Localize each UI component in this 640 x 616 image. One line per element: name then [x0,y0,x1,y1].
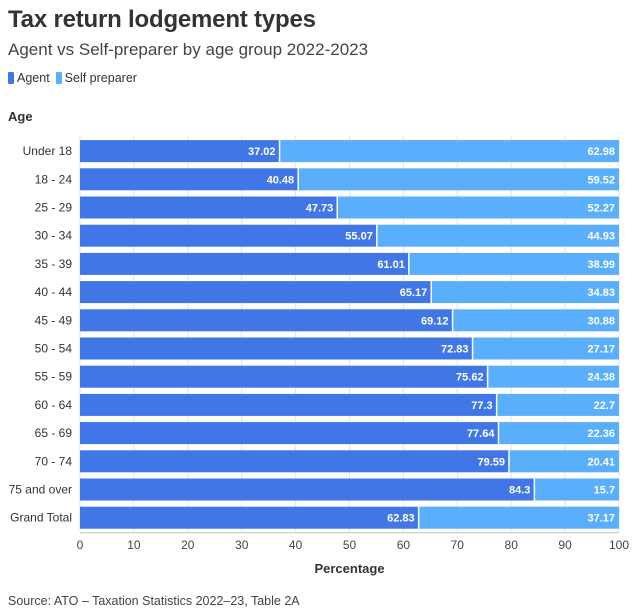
data-label-self-preparer-40-44: 34.83 [587,287,615,299]
bar-self-preparer-18-24 [298,168,619,191]
bar-self-preparer-25-29 [337,196,619,219]
chart-subtitle: Agent vs Self-preparer by age group 2022… [8,40,369,59]
data-label-agent-70-74: 79.59 [477,456,505,468]
data-label-agent-grand-total: 62.83 [387,513,415,525]
bar-self-preparer-70-74 [508,450,619,473]
data-label-self-preparer-70-74: 20.41 [587,456,615,468]
x-tick-label-40: 40 [289,538,303,552]
data-label-self-preparer-18-24: 59.52 [587,174,615,186]
data-label-agent-75-and-over: 84.3 [509,485,530,497]
bar-self-preparer-30-34 [376,224,619,247]
bar-self-preparer-40-44 [431,281,619,304]
bar-agent-70-74 [80,450,509,473]
data-label-self-preparer-75-and-over: 15.7 [594,485,615,497]
bar-agent-40-44 [80,281,432,304]
bar-agent-45-49 [80,309,453,332]
source-note: Source: ATO – Taxation Statistics 2022–2… [8,594,300,608]
data-label-agent-55-59: 75.62 [456,372,484,384]
data-label-self-preparer-45-49: 30.88 [587,315,615,327]
data-label-agent-40-44: 65.17 [400,287,428,299]
data-label-agent-50-54: 72.83 [441,344,469,356]
bar-self-preparer-55-59 [487,365,619,388]
x-axis-title: Percentage [314,561,384,576]
x-tick-label-50: 50 [343,538,357,552]
bar-agent-35-39 [80,252,409,275]
bar-self-preparer-50-54 [472,337,619,360]
y-tick-label-50-54: 50 - 54 [35,342,73,356]
data-label-self-preparer-30-34: 44.93 [587,231,615,243]
y-tick-label-under-18: Under 18 [23,144,73,158]
data-label-self-preparer-35-39: 38.99 [587,259,615,271]
bar-self-preparer-65-69 [498,422,619,445]
y-tick-label-18-24: 18 - 24 [35,172,73,186]
data-label-self-preparer-65-69: 22.36 [587,428,615,440]
x-tick-label-70: 70 [451,538,465,552]
data-label-self-preparer-50-54: 27.17 [587,344,615,356]
bar-agent-25-29 [80,196,338,219]
data-label-self-preparer-grand-total: 37.17 [587,513,615,525]
y-tick-label-75-and-over: 75 and over [9,483,72,497]
x-tick-label-100: 100 [609,538,629,552]
bar-self-preparer-45-49 [452,309,619,332]
data-label-agent-18-24: 40.48 [267,174,295,186]
data-label-agent-35-39: 61.01 [377,259,405,271]
bar-self-preparer-35-39 [408,252,619,275]
y-axis-title: Age [8,109,33,124]
data-label-agent-25-29: 47.73 [306,203,334,215]
y-tick-label-55-59: 55 - 59 [35,370,73,384]
data-label-agent-65-69: 77.64 [467,428,495,440]
legend-item-agent[interactable]: Agent [8,71,50,85]
bar-agent-55-59 [80,365,488,388]
data-label-self-preparer-25-29: 52.27 [587,203,615,215]
bar-agent-50-54 [80,337,473,360]
data-label-agent-30-34: 55.07 [345,231,373,243]
bar-agent-under-18 [80,140,280,163]
y-tick-label-grand-total: Grand Total [10,511,72,525]
bar-agent-60-64 [80,393,497,416]
data-label-self-preparer-55-59: 24.38 [587,372,615,384]
legend: Agent Self preparer [8,71,143,85]
x-tick-label-60: 60 [397,538,411,552]
data-label-agent-under-18: 37.02 [248,146,276,158]
chart-title: Tax return lodgement types [8,6,316,33]
y-tick-label-45-49: 45 - 49 [35,313,73,327]
data-label-agent-60-64: 77.3 [471,400,492,412]
y-tick-label-70-74: 70 - 74 [35,454,73,468]
y-tick-label-65-69: 65 - 69 [35,426,73,440]
x-tick-label-30: 30 [235,538,249,552]
legend-item-self-preparer[interactable]: Self preparer [55,71,137,85]
bar-agent-grand-total [80,506,419,529]
bar-self-preparer-60-64 [496,393,619,416]
data-label-self-preparer-60-64: 22.7 [594,400,615,412]
x-tick-label-80: 80 [505,538,519,552]
bar-self-preparer-under-18 [279,140,619,163]
data-label-agent-45-49: 69.12 [421,315,449,327]
legend-swatch-agent [8,72,14,84]
bar-agent-65-69 [80,422,499,445]
y-tick-label-35-39: 35 - 39 [35,257,73,271]
x-tick-label-20: 20 [181,538,195,552]
bar-agent-18-24 [80,168,299,191]
y-tick-label-30-34: 30 - 34 [35,229,73,243]
legend-label-agent: Agent [17,71,50,85]
y-tick-label-40-44: 40 - 44 [35,285,73,299]
x-tick-label-90: 90 [558,538,572,552]
data-label-self-preparer-under-18: 62.98 [587,146,615,158]
bar-agent-30-34 [80,224,377,247]
x-tick-label-10: 10 [127,538,141,552]
bar-agent-75-and-over [80,478,535,501]
x-tick-label-0: 0 [77,538,84,552]
legend-label-self-preparer: Self preparer [64,71,137,85]
bar-self-preparer-grand-total [418,506,619,529]
y-tick-label-25-29: 25 - 29 [35,201,73,215]
y-tick-label-60-64: 60 - 64 [35,398,73,412]
legend-swatch-self-preparer [55,72,62,84]
bar-self-preparer-75-and-over [534,478,619,501]
